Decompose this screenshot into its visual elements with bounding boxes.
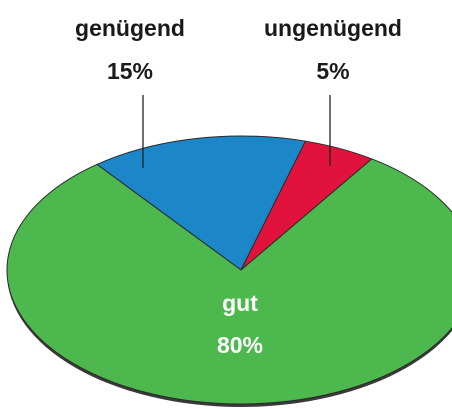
pie-slice: [6, 158, 452, 405]
slice-value-label: 5%: [316, 58, 349, 84]
pie-slice: [95, 135, 307, 271]
slice-label: genügend: [75, 15, 185, 41]
slice-label: gut: [222, 290, 258, 316]
slice-label: ungenügend: [264, 15, 402, 41]
slice-value-label: 15%: [107, 58, 153, 84]
slice-value-label: 80%: [217, 332, 263, 358]
